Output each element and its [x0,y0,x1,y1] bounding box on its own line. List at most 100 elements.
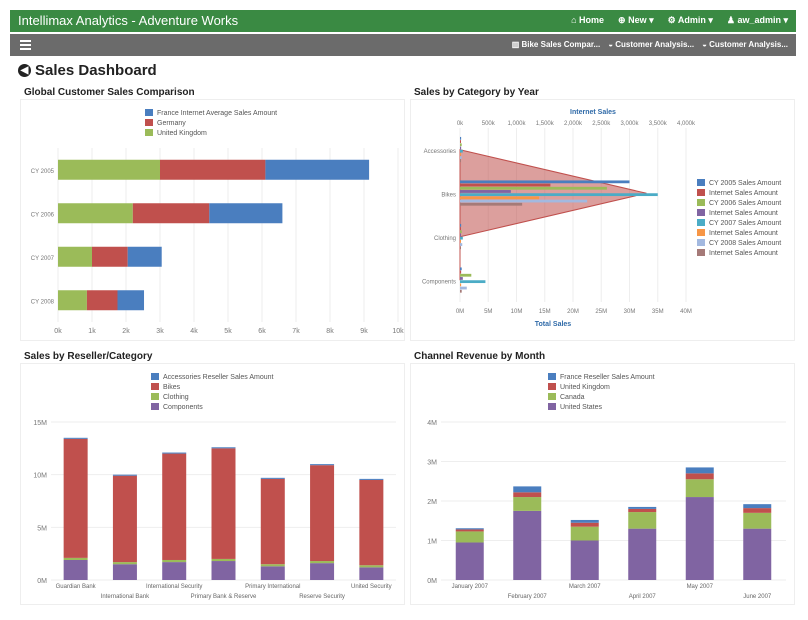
global-x-tick: 4k [190,328,198,335]
global-x-tick: 5k [224,328,232,335]
app-brand[interactable]: Intellimax Analytics - Adventure Works [18,13,239,28]
global-x-tick: 2k [122,328,130,335]
global-y-tick: CY 2005 [31,169,55,175]
category-bottom-tick: 30M [624,309,636,315]
reseller-bar [162,562,187,580]
reseller-bar [112,475,137,563]
reseller-legend-swatch [151,383,159,390]
category-bar [460,233,461,237]
top-nav: ⌂ Home ⊕ New ▾ ⚙ Admin ▾ ♟ aw_admin ▾ [571,15,788,26]
channel-x-tick: May 2007 [687,584,714,590]
channel-legend-swatch [548,373,556,380]
category-top-tick: 1,500k [536,121,555,127]
category-legend-swatch [697,189,705,196]
global-x-tick: 9k [360,328,368,335]
category-bar [460,199,588,203]
category-legend-label: CY 2006 Sales Amount [709,200,781,207]
global-x-tick: 1k [88,328,96,335]
category-legend-label: Internet Sales Amount [709,210,778,217]
category-bar [460,193,658,197]
category-legend-swatch [697,239,705,246]
global-legend-label: France Internet Average Sales Amount [157,110,277,117]
global-x-tick: 3k [156,328,164,335]
hamburger-menu-icon[interactable] [20,40,31,52]
link-customer-analysis-2[interactable]: ◒ Customer Analysis... [702,40,788,49]
dashboard-links: ▥ Bike Sales Compar... ◒ Customer Analys… [512,40,788,49]
category-legend-label: CY 2007 Sales Amount [709,220,781,227]
category-top-tick: 2,000k [564,121,583,127]
channel-x-tick: January 2007 [452,584,489,590]
global-chart-title: Global Customer Sales Comparison [24,87,195,98]
reseller-bar [260,566,285,580]
channel-x-tick: February 2007 [508,594,548,600]
channel-bar [570,526,599,541]
channel-bar [455,528,484,530]
channel-legend-swatch [548,403,556,410]
category-bar [460,246,461,250]
channel-legend-swatch [548,393,556,400]
category-bar [460,143,462,147]
dashboard-icon: ◒ [608,40,616,49]
channel-bar [513,486,542,493]
global-x-tick: 7k [292,328,300,335]
channel-bar [685,497,714,580]
category-top-axis-title: Internet Sales [570,109,616,116]
channel-legend-label: Canada [560,394,585,401]
channel-y-tick: 2M [427,499,437,506]
global-legend-swatch [145,119,153,126]
channel-bar [513,492,542,498]
reseller-x-tick: Guardian Bank [56,584,97,590]
category-y-tick: Components [422,279,456,285]
reseller-y-tick: 5M [37,525,47,532]
link-customer-analysis-2-label: Customer Analysis... [709,40,788,49]
category-legend-swatch [697,179,705,186]
category-y-tick: Clothing [434,236,456,242]
reseller-bar [260,564,285,567]
category-bar [460,156,462,159]
nav-admin-label: Admin ▾ [677,15,713,25]
channel-bar [455,531,484,543]
reseller-bar [359,478,384,480]
category-legend-label: Internet Sales Amount [709,250,778,257]
channel-bar [743,512,772,529]
reseller-bar [63,438,88,558]
reseller-bar [112,564,137,580]
category-bar [460,196,540,200]
reseller-bar [260,478,285,565]
category-top-tick: 0k [457,121,464,127]
reseller-bar [310,561,335,564]
global-y-tick: CY 2006 [31,212,55,218]
category-bar [460,180,630,184]
category-top-tick: 3,500k [649,121,668,127]
reseller-bar [310,563,335,580]
category-bar [460,236,463,240]
global-legend-label: United Kingdom [157,130,207,137]
reseller-legend-swatch [151,373,159,380]
channel-chart-title: Channel Revenue by Month [414,351,546,362]
category-top-tick: 2,500k [592,121,611,127]
back-arrow-icon[interactable]: ◀ [18,64,31,77]
reseller-bar [359,565,384,568]
channel-chart-panel: France Reseller Sales Amount United Kingd… [410,363,795,605]
global-y-tick: CY 2007 [31,256,55,262]
nav-home[interactable]: ⌂ Home [571,15,604,26]
nav-new[interactable]: ⊕ New ▾ [618,15,654,26]
channel-chart: France Reseller Sales Amount United Kingd… [427,373,786,600]
global-bar [58,203,133,224]
link-customer-analysis-1[interactable]: ◒ Customer Analysis... [608,40,694,49]
channel-bar [570,519,599,523]
global-legend-swatch [145,129,153,136]
channel-bar [570,540,599,580]
home-icon: ⌂ [571,15,580,25]
link-bike-sales[interactable]: ▥ Bike Sales Compar... [512,40,600,49]
channel-bar [513,510,542,580]
category-bar [460,149,463,153]
channel-bar [513,497,542,511]
global-chart-panel: France Internet Average Sales Amount Germ… [20,99,405,341]
global-legend-label: Germany [157,120,186,127]
nav-user[interactable]: ♟ aw_admin ▾ [727,15,788,26]
category-top-tick: 500k [482,121,496,127]
nav-admin[interactable]: ⚙ Admin ▾ [668,15,713,26]
category-y-tick: Bikes [441,192,456,198]
global-bar [117,290,145,311]
